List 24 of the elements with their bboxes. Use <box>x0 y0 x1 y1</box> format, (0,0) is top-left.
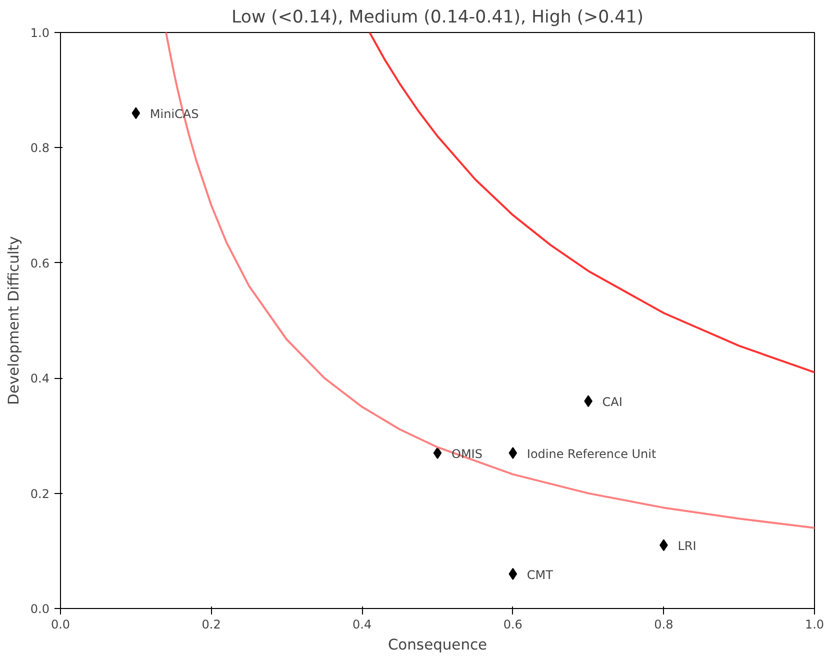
y-tick-label: 0.8 <box>30 141 50 156</box>
x-tick-label: 0.2 <box>202 618 221 632</box>
annotation: CMT <box>526 568 554 582</box>
y-tick-label: 0.6 <box>30 256 50 270</box>
point <box>508 446 518 459</box>
annotation: LRI <box>678 539 696 554</box>
point <box>508 568 518 580</box>
x-tick-label: 0.0 <box>50 618 70 632</box>
y-axis-title: Development Difficulty <box>5 236 22 405</box>
x-tick-label: 0.4 <box>352 618 372 632</box>
x-axis-title: Consequence <box>388 636 488 654</box>
y-tick-label: 0.4 <box>30 372 50 386</box>
point <box>433 446 442 459</box>
annotation: CAI <box>602 395 622 410</box>
annotation: Iodine Reference Unit <box>526 446 656 461</box>
y-tick-label: 0.0 <box>30 602 50 616</box>
x-tick-label: 0.6 <box>503 618 522 632</box>
chart-title: Low (<0.14), Medium (0.14-0.41), High (>0.41) <box>232 8 644 28</box>
line-series <box>368 32 814 374</box>
x-tick-label: 0.8 <box>654 618 674 632</box>
y-tick-label: 1.0 <box>30 26 50 40</box>
point <box>132 107 140 120</box>
y-tick-label: 0.2 <box>30 486 50 501</box>
x-tick-label: 1.0 <box>804 618 824 632</box>
